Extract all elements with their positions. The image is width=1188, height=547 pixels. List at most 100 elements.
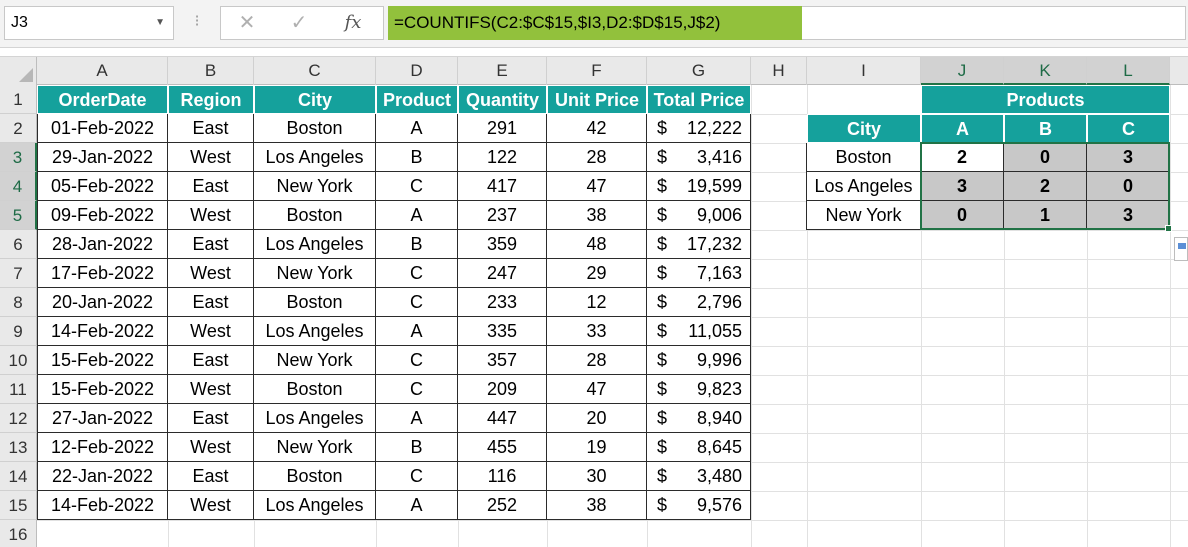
table-cell-total-price[interactable]: $3,480 [647,462,751,491]
table-header-region[interactable]: Region [168,85,254,114]
table-cell-unit-price[interactable]: 30 [547,462,647,491]
summary-count-new-york-a[interactable]: 0 [921,201,1004,230]
table-cell-product[interactable]: A [376,404,458,433]
table-cell-region[interactable]: West [168,433,254,462]
table-cell-city[interactable]: Boston [254,375,376,404]
table-cell-product[interactable]: C [376,259,458,288]
table-cell-city[interactable]: Boston [254,462,376,491]
table-cell-orderdate[interactable]: 20-Jan-2022 [37,288,168,317]
summary-count-boston-c[interactable]: 3 [1087,143,1170,172]
table-header-unit-price[interactable]: Unit Price [547,85,647,114]
summary-count-new-york-c[interactable]: 3 [1087,201,1170,230]
table-cell-unit-price[interactable]: 12 [547,288,647,317]
table-cell-product[interactable]: C [376,172,458,201]
table-cell-total-price[interactable]: $11,055 [647,317,751,346]
row-header-9[interactable]: 9 [0,317,37,346]
table-header-quantity[interactable]: Quantity [458,85,547,114]
insert-function-icon[interactable]: fx [344,12,362,33]
summary-header-product-a[interactable]: A [921,114,1004,143]
row-header-16[interactable]: 16 [0,520,37,547]
table-cell-city[interactable]: Los Angeles [254,143,376,172]
table-cell-orderdate[interactable]: 15-Feb-2022 [37,346,168,375]
summary-count-los-angeles-b[interactable]: 2 [1004,172,1087,201]
table-cell-quantity[interactable]: 233 [458,288,547,317]
table-cell-product[interactable]: B [376,433,458,462]
table-cell-orderdate[interactable]: 05-Feb-2022 [37,172,168,201]
table-cell-region[interactable]: West [168,491,254,520]
row-header-8[interactable]: 8 [0,288,37,317]
summary-header-products[interactable]: Products [921,85,1170,114]
table-cell-quantity[interactable]: 122 [458,143,547,172]
table-cell-product[interactable]: C [376,288,458,317]
summary-city-new-york[interactable]: New York [806,201,921,230]
table-cell-region[interactable]: East [168,346,254,375]
column-header-a[interactable]: A [37,57,168,85]
table-cell-total-price[interactable]: $2,796 [647,288,751,317]
table-cell-city[interactable]: Boston [254,288,376,317]
table-cell-product[interactable]: A [376,317,458,346]
table-header-total-price[interactable]: Total Price [647,85,751,114]
column-header-e[interactable]: E [458,57,547,85]
table-header-orderdate[interactable]: OrderDate [37,85,168,114]
table-cell-orderdate[interactable]: 12-Feb-2022 [37,433,168,462]
row-header-7[interactable]: 7 [0,259,37,288]
table-cell-city[interactable]: Boston [254,201,376,230]
table-cell-city[interactable]: Los Angeles [254,491,376,520]
row-header-13[interactable]: 13 [0,433,37,462]
table-cell-region[interactable]: West [168,375,254,404]
summary-header-product-c[interactable]: C [1087,114,1170,143]
table-cell-product[interactable]: C [376,346,458,375]
table-cell-total-price[interactable]: $9,823 [647,375,751,404]
table-cell-region[interactable]: East [168,172,254,201]
summary-count-boston-a[interactable]: 2 [921,143,1004,172]
table-cell-region[interactable]: East [168,404,254,433]
column-header-g[interactable]: G [647,57,751,85]
table-cell-total-price[interactable]: $8,645 [647,433,751,462]
table-cell-total-price[interactable]: $3,416 [647,143,751,172]
summary-count-new-york-b[interactable]: 1 [1004,201,1087,230]
column-header-b[interactable]: B [168,57,254,85]
table-cell-unit-price[interactable]: 33 [547,317,647,346]
table-cell-product[interactable]: C [376,375,458,404]
column-header-k[interactable]: K [1004,57,1087,85]
table-cell-city[interactable]: New York [254,433,376,462]
table-cell-total-price[interactable]: $9,006 [647,201,751,230]
table-cell-unit-price[interactable]: 42 [547,114,647,143]
table-cell-product[interactable]: A [376,114,458,143]
row-header-4[interactable]: 4 [0,172,37,201]
row-header-11[interactable]: 11 [0,375,37,404]
table-cell-total-price[interactable]: $12,222 [647,114,751,143]
table-cell-total-price[interactable]: $8,940 [647,404,751,433]
table-cell-quantity[interactable]: 291 [458,114,547,143]
column-header-h[interactable]: H [751,57,807,85]
table-cell-unit-price[interactable]: 38 [547,201,647,230]
table-cell-quantity[interactable]: 116 [458,462,547,491]
summary-header-city[interactable]: City [807,114,921,143]
table-cell-product[interactable]: B [376,143,458,172]
table-cell-quantity[interactable]: 359 [458,230,547,259]
table-cell-orderdate[interactable]: 22-Jan-2022 [37,462,168,491]
column-header-d[interactable]: D [376,57,458,85]
summary-count-los-angeles-c[interactable]: 0 [1087,172,1170,201]
table-cell-orderdate[interactable]: 29-Jan-2022 [37,143,168,172]
formula-input[interactable]: =COUNTIFS(C2:$C$15,$I3,D2:$D$15,J$2) [388,6,802,40]
row-header-2[interactable]: 2 [0,114,37,143]
fill-handle[interactable] [1165,225,1172,232]
select-all-button[interactable] [0,57,37,85]
table-header-city[interactable]: City [254,85,376,114]
table-cell-city[interactable]: Los Angeles [254,230,376,259]
table-cell-unit-price[interactable]: 29 [547,259,647,288]
row-header-1[interactable]: 1 [0,85,37,114]
name-box[interactable]: J3 ▼ [4,6,174,40]
quick-analysis-icon[interactable] [1174,237,1188,261]
table-cell-unit-price[interactable]: 38 [547,491,647,520]
summary-count-los-angeles-a[interactable]: 3 [921,172,1004,201]
row-header-15[interactable]: 15 [0,491,37,520]
table-cell-city[interactable]: New York [254,172,376,201]
table-cell-orderdate[interactable]: 14-Feb-2022 [37,491,168,520]
table-cell-orderdate[interactable]: 01-Feb-2022 [37,114,168,143]
table-header-product[interactable]: Product [376,85,458,114]
table-cell-orderdate[interactable]: 09-Feb-2022 [37,201,168,230]
table-cell-city[interactable]: Los Angeles [254,404,376,433]
column-header-j[interactable]: J [921,57,1004,85]
